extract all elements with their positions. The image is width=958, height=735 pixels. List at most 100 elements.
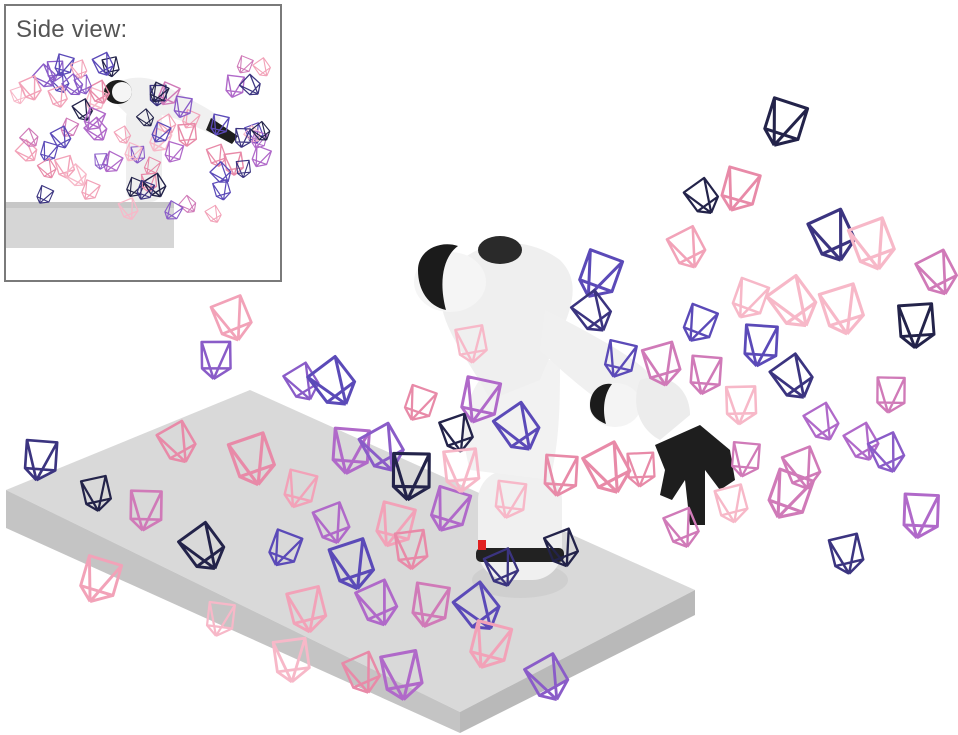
camera-frustum-icon: [83, 116, 108, 141]
camera-frustum-icon: [164, 140, 185, 163]
camera-frustum-icon: [205, 600, 236, 637]
side-view-scene: [6, 51, 272, 248]
camera-frustum-icon: [69, 59, 88, 79]
camera-frustum-icon: [205, 143, 227, 167]
camera-frustum-icon: [682, 176, 720, 214]
camera-frustum-icon: [200, 340, 232, 380]
camera-frustum-icon: [306, 354, 357, 406]
camera-frustum-icon: [914, 248, 958, 296]
robot-flange: [636, 377, 690, 440]
camera-frustum-icon: [94, 153, 108, 170]
camera-frustum-icon: [177, 122, 198, 147]
camera-frustum-icon: [117, 197, 139, 221]
robot-elbow-joint: [478, 236, 522, 264]
camera-frustum-icon: [151, 121, 172, 143]
camera-frustum-icon: [429, 484, 473, 532]
robot-gripper: [655, 425, 735, 525]
camera-frustum-icon: [802, 401, 840, 441]
camera-frustum-icon: [743, 323, 779, 368]
robot-red-button: [478, 540, 486, 550]
camera-frustum-icon: [49, 125, 72, 149]
camera-frustum-icon: [578, 248, 625, 298]
camera-frustum-icon: [780, 445, 822, 490]
camera-frustum-icon: [83, 106, 107, 131]
camera-frustum-icon: [47, 85, 68, 108]
camera-frustum-icon: [491, 400, 541, 451]
camera-frustum-icon: [640, 340, 682, 387]
camera-frustum-icon: [31, 63, 56, 88]
camera-frustum-icon: [469, 619, 514, 669]
camera-frustum-icon: [482, 547, 520, 587]
camera-frustum-icon: [403, 383, 438, 421]
camera-frustum-icon: [204, 204, 222, 223]
camera-frustum-icon: [768, 352, 814, 399]
camera-frustum-icon: [53, 154, 76, 179]
camera-frustum-icon: [331, 426, 371, 475]
camera-frustum-icon: [391, 451, 431, 502]
camera-frustum-icon: [523, 652, 570, 701]
camera-frustum-icon: [689, 354, 723, 396]
table-top: [6, 390, 695, 712]
camera-frustum-icon: [209, 161, 232, 183]
camera-frustum-icon: [354, 578, 399, 627]
table-right-side: [460, 590, 695, 733]
camera-frustum-icon: [341, 650, 381, 694]
camera-frustum-icon: [136, 179, 156, 200]
camera-frustum-icon: [225, 74, 246, 99]
camera-frustum-icon: [124, 141, 143, 162]
camera-frustum-icon: [379, 649, 424, 701]
robot-shoulder-black-ring: [418, 244, 458, 310]
camera-frustum-icon: [235, 159, 251, 179]
camera-frustum-icon: [19, 127, 39, 147]
camera-frustum-icon: [876, 376, 906, 414]
camera-frustum-icon: [543, 453, 579, 497]
camera-frustum-icon: [143, 156, 162, 175]
camera-frustum-icon: [142, 172, 167, 198]
camera-frustum-icon: [91, 51, 115, 76]
camera-frustum-icon: [375, 500, 417, 548]
camera-frustum-icon: [827, 532, 865, 575]
camera-frustum-icon: [36, 184, 55, 204]
camera-frustum-icon: [54, 53, 75, 76]
camera-frustum-icon: [731, 441, 761, 478]
camera-frustum-icon: [212, 179, 231, 201]
camera-frustum-icon: [23, 438, 59, 482]
camera-frustum-icon: [411, 581, 451, 628]
camera-frustum-icon: [817, 282, 865, 336]
camera-frustum-icon: [135, 108, 155, 127]
camera-frustum-icon: [238, 73, 261, 96]
camera-frustum-icon: [713, 483, 749, 524]
inset-table: [6, 202, 174, 248]
camera-frustum-icon: [846, 216, 896, 271]
camera-frustum-icon: [71, 98, 93, 121]
camera-frustum-icon: [14, 138, 38, 162]
camera-frustum-icon: [902, 492, 940, 540]
camera-frustum-icon: [271, 636, 311, 684]
camera-frustum-icon: [155, 419, 197, 464]
camera-frustum-icon: [226, 431, 276, 487]
camera-frustum-icon: [236, 55, 254, 74]
camera-frustum-icon: [209, 294, 253, 342]
camera-frustum-icon: [569, 288, 613, 332]
side-view-label: Side view:: [16, 16, 128, 43]
camera-frustum-icon: [494, 479, 528, 519]
camera-frustum-icon: [268, 528, 304, 567]
camera-frustum-icon: [113, 125, 132, 144]
camera-frustum-icon: [842, 421, 880, 461]
camera-frustum-icon: [235, 127, 252, 148]
camera-frustum-icon: [173, 95, 193, 119]
camera-frustum-icon: [251, 145, 272, 168]
camera-frustum-icon: [662, 506, 700, 548]
camera-frustum-icon: [311, 501, 351, 545]
camera-frustum-icon: [720, 165, 762, 212]
camera-frustum-icon: [724, 385, 758, 426]
camera-frustum-icon: [665, 224, 707, 269]
camera-frustum-icon: [46, 60, 65, 82]
camera-frustum-icon: [866, 431, 906, 473]
camera-frustum-icon: [250, 120, 271, 141]
camera-frustum-icon: [164, 200, 184, 220]
camera-frustum-icon: [149, 81, 170, 103]
camera-frustum-icon: [283, 468, 319, 509]
camera-frustum-icon: [129, 489, 163, 532]
